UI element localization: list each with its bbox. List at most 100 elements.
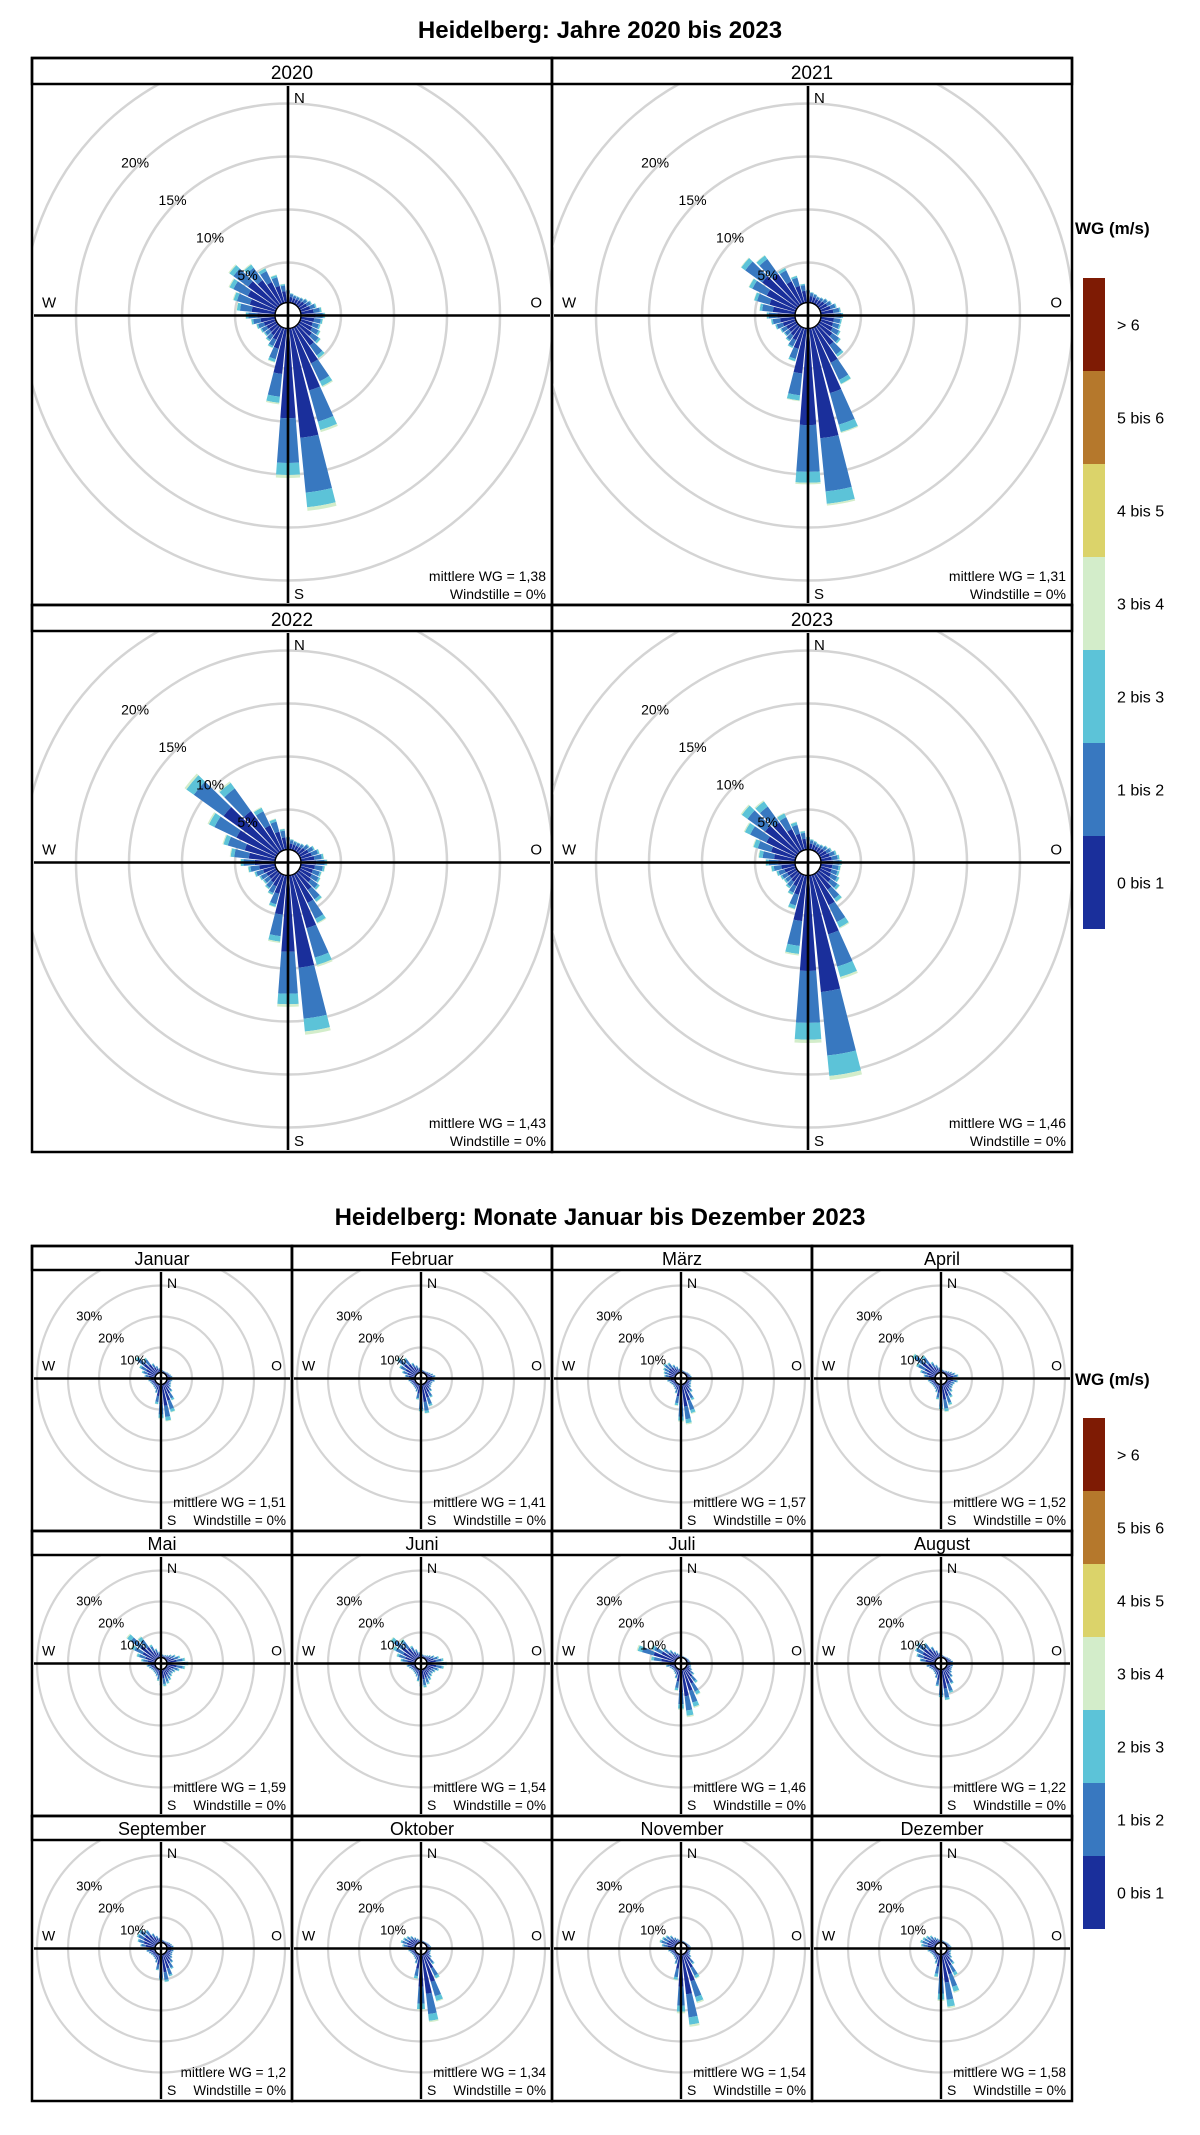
stat-calm: Windstille = 0% — [453, 1798, 546, 1813]
label-east: O — [531, 1928, 542, 1944]
panel-label: Juni — [405, 1534, 438, 1554]
radial-tick-label: 30% — [856, 1879, 882, 1894]
legend-swatch — [1083, 836, 1105, 929]
radial-tick-label: 30% — [76, 1309, 102, 1324]
radial-tick-label: 30% — [856, 1309, 882, 1324]
label-east: O — [530, 842, 542, 859]
stat-calm: Windstille = 0% — [453, 1513, 546, 1528]
radial-tick-label: 10% — [196, 230, 224, 246]
label-north: N — [947, 1560, 957, 1576]
radial-tick-label: 10% — [380, 1353, 406, 1368]
radial-tick-label: 30% — [76, 1879, 102, 1894]
panel-label: 2020 — [271, 63, 313, 84]
radial-tick-label: 20% — [618, 1331, 644, 1346]
label-west: W — [302, 1643, 316, 1659]
panel-label: November — [640, 1819, 723, 1839]
label-east: O — [271, 1358, 282, 1374]
radial-tick-label: 15% — [679, 739, 707, 755]
radial-tick-label: 20% — [878, 1901, 904, 1916]
label-east: O — [531, 1643, 542, 1659]
stat-mean-speed: mittlere WG = 1,52 — [953, 1495, 1066, 1510]
legend-swatch — [1083, 1710, 1105, 1783]
legend-swatch — [1083, 1856, 1105, 1929]
label-south: S — [687, 1512, 696, 1528]
legend-swatch — [1083, 1418, 1105, 1491]
label-south: S — [167, 1797, 176, 1813]
label-south: S — [167, 1512, 176, 1528]
radial-tick-label: 10% — [640, 1923, 666, 1938]
stat-calm: Windstille = 0% — [193, 2083, 286, 2098]
panel-label: April — [924, 1249, 960, 1269]
legend-title: WG (m/s) — [1075, 219, 1150, 238]
label-north: N — [427, 1845, 437, 1861]
label-west: W — [302, 1358, 316, 1374]
stat-mean-speed: mittlere WG = 1,31 — [949, 568, 1066, 584]
radial-tick-label: 30% — [596, 1309, 622, 1324]
stat-calm: Windstille = 0% — [970, 586, 1066, 602]
legend-entry: > 6 — [1117, 1448, 1140, 1465]
stat-calm: Windstille = 0% — [713, 1513, 806, 1528]
label-south: S — [687, 1797, 696, 1813]
stat-mean-speed: mittlere WG = 1,22 — [953, 1780, 1066, 1795]
radial-tick-label: 30% — [336, 1309, 362, 1324]
stat-mean-speed: mittlere WG = 1,43 — [429, 1115, 546, 1131]
legend-entry: 4 bis 5 — [1117, 504, 1164, 521]
radial-tick-label: 30% — [336, 1879, 362, 1894]
radial-tick-label: 10% — [640, 1638, 666, 1653]
radial-tick-label: 20% — [641, 702, 669, 718]
panel-label: August — [914, 1534, 970, 1554]
label-west: W — [562, 842, 577, 859]
panel-label: Februar — [390, 1249, 453, 1269]
radial-tick-label: 10% — [716, 777, 744, 793]
radial-tick-label: 10% — [900, 1638, 926, 1653]
stat-calm: Windstille = 0% — [973, 1798, 1066, 1813]
legend-swatch — [1083, 1491, 1105, 1564]
radial-tick-label: 20% — [98, 1331, 124, 1346]
label-south: S — [947, 1797, 956, 1813]
stat-calm: Windstille = 0% — [973, 1513, 1066, 1528]
radial-tick-label: 20% — [121, 702, 149, 718]
label-west: W — [562, 1928, 576, 1944]
panel-label: Dezember — [900, 1819, 983, 1839]
label-north: N — [814, 90, 825, 107]
label-south: S — [427, 1797, 436, 1813]
radial-tick-label: 20% — [878, 1616, 904, 1631]
radial-tick-label: 20% — [641, 155, 669, 171]
legend-entry: 1 bis 2 — [1117, 1813, 1164, 1830]
stat-calm: Windstille = 0% — [713, 2083, 806, 2098]
label-east: O — [791, 1358, 802, 1374]
legend-title: WG (m/s) — [1075, 1370, 1150, 1389]
legend-entry: 0 bis 1 — [1117, 876, 1164, 893]
stat-calm: Windstille = 0% — [970, 1133, 1066, 1149]
legend-entry: 3 bis 4 — [1117, 597, 1164, 614]
label-east: O — [791, 1643, 802, 1659]
label-north: N — [294, 637, 305, 654]
label-south: S — [947, 2082, 956, 2098]
radial-tick-label: 20% — [358, 1901, 384, 1916]
legend-entry: > 6 — [1117, 318, 1140, 335]
radial-tick-label: 30% — [76, 1594, 102, 1609]
label-east: O — [271, 1928, 282, 1944]
label-west: W — [42, 842, 57, 859]
radial-tick-label: 10% — [380, 1638, 406, 1653]
panel-label: Mai — [147, 1534, 176, 1554]
panel-label: Oktober — [390, 1819, 454, 1839]
label-south: S — [294, 1133, 304, 1150]
radial-tick-label: 20% — [618, 1616, 644, 1631]
label-west: W — [302, 1928, 316, 1944]
radial-tick-label: 20% — [618, 1901, 644, 1916]
chart-title: Heidelberg: Monate Januar bis Dezember 2… — [335, 1204, 866, 1231]
label-north: N — [167, 1845, 177, 1861]
label-north: N — [687, 1275, 697, 1291]
stat-mean-speed: mittlere WG = 1,41 — [433, 1495, 546, 1510]
stat-calm: Windstille = 0% — [193, 1513, 286, 1528]
label-north: N — [687, 1845, 697, 1861]
label-south: S — [814, 586, 824, 603]
label-south: S — [427, 1512, 436, 1528]
label-west: W — [822, 1358, 836, 1374]
radial-tick-label: 10% — [900, 1923, 926, 1938]
stat-mean-speed: mittlere WG = 1,2 — [181, 2065, 286, 2080]
stat-mean-speed: mittlere WG = 1,54 — [693, 2065, 806, 2080]
legend-entry: 2 bis 3 — [1117, 690, 1164, 707]
